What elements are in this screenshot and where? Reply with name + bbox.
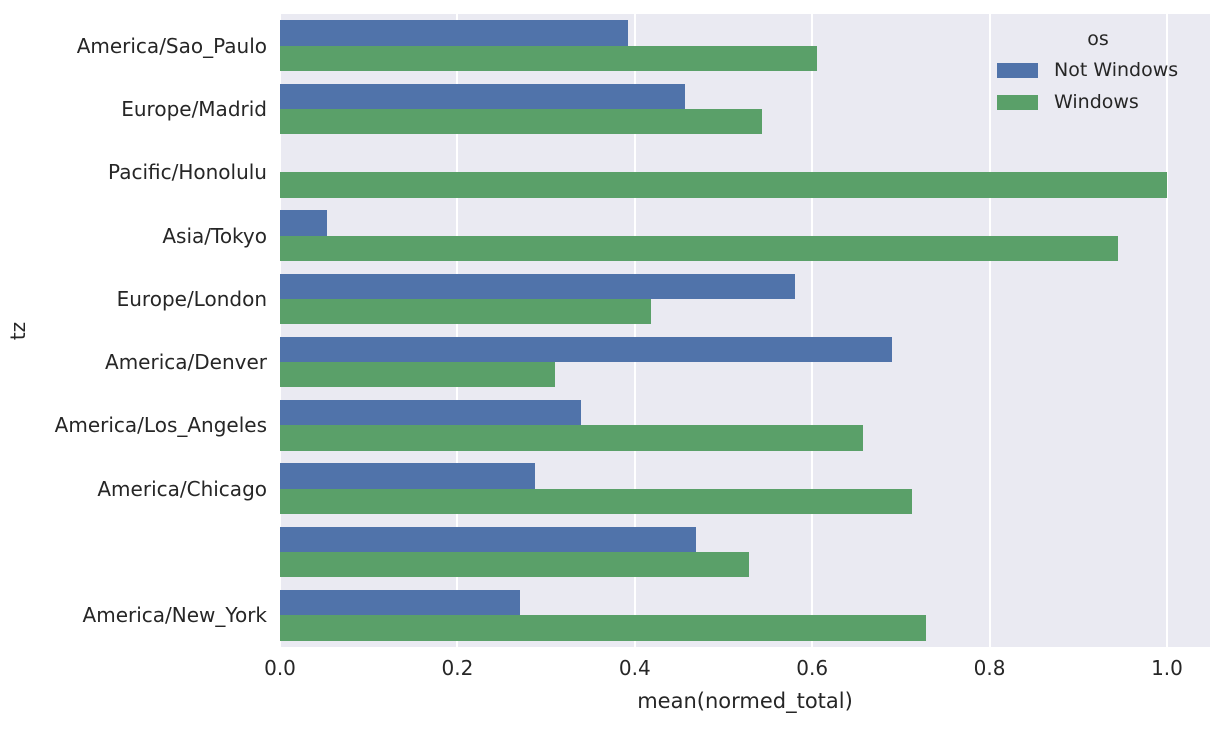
- bar-windows: [280, 615, 926, 641]
- bar-windows: [280, 362, 555, 388]
- category-label: America/Sao_Paulo: [76, 33, 267, 58]
- bar-windows: [280, 552, 750, 578]
- category-label: Pacific/Honolulu: [108, 160, 267, 185]
- category-label: Europe/Madrid: [121, 96, 267, 121]
- bar-not-windows: [280, 83, 686, 109]
- bar-not-windows: [280, 400, 581, 426]
- x-tick-label: 0.0: [264, 656, 296, 680]
- category-label: America/New_York: [82, 603, 267, 628]
- gridline: [280, 14, 281, 647]
- x-tick-label: 0.2: [441, 656, 474, 680]
- bar-windows: [280, 425, 863, 451]
- legend-label: Not Windows: [1054, 59, 1179, 81]
- category-label: [0, 538, 267, 566]
- legend-entry-not-windows: Not Windows: [993, 59, 1203, 81]
- not-windows-swatch-icon: [997, 62, 1038, 78]
- gridline: [1165, 14, 1168, 647]
- x-tick-label: 0.4: [618, 656, 651, 680]
- legend-entry-windows: Windows: [993, 91, 1203, 113]
- y-axis-tick-labels: America/Sao_Paulo Europe/Madrid Pacific/Ho…: [0, 14, 267, 647]
- bar-not-windows: [280, 463, 535, 489]
- bar-not-windows: [280, 336, 893, 363]
- legend-label: Windows: [1054, 91, 1139, 113]
- x-tick-label: 0.8: [973, 656, 1006, 680]
- windows-swatch-icon: [997, 94, 1038, 110]
- x-axis-tick-labels: 0.0 0.2 0.4 0.6 0.8 1.0: [0, 655, 1227, 681]
- gridline: [811, 14, 814, 647]
- x-axis-title: mean(normed_total): [637, 689, 853, 713]
- y-axis-title: tz: [6, 321, 30, 341]
- category-label: America/Los_Angeles: [54, 413, 267, 438]
- bar-not-windows: [280, 20, 628, 46]
- category-label: Europe/London: [116, 286, 267, 311]
- bar-not-windows: [280, 273, 796, 299]
- bar-windows: [280, 45, 817, 71]
- bar-windows: [280, 298, 651, 325]
- x-tick-label: 1.0: [1151, 656, 1183, 680]
- gridline: [633, 14, 636, 647]
- gridline: [456, 14, 459, 647]
- category-label: America/Denver: [105, 350, 267, 375]
- legend: os Not Windows Windows: [993, 28, 1203, 123]
- plot-area: [280, 14, 1210, 647]
- category-label: America/Chicago: [97, 476, 267, 501]
- x-tick-label: 0.6: [796, 656, 829, 680]
- gridline: [988, 14, 991, 647]
- bar-windows: [280, 172, 1167, 198]
- bar-not-windows: [280, 526, 696, 553]
- bar-not-windows: [280, 210, 327, 236]
- legend-title: os: [1087, 28, 1109, 50]
- category-label: Asia/Tokyo: [162, 223, 267, 248]
- bar-not-windows: [280, 590, 521, 616]
- bar-windows: [280, 235, 1119, 261]
- bar-windows: [280, 108, 762, 135]
- bar-windows: [280, 488, 913, 515]
